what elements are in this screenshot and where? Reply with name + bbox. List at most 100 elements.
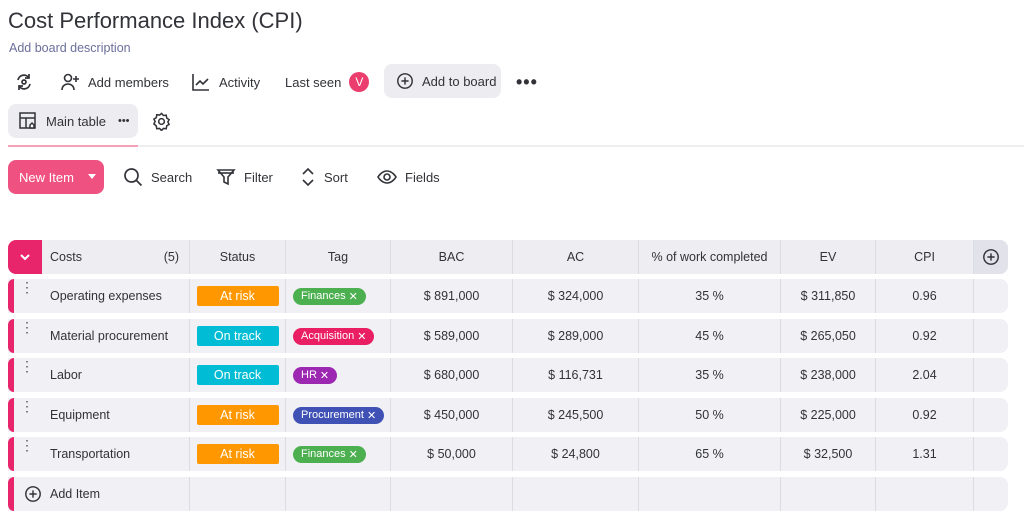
caret-down-icon[interactable]: [88, 174, 96, 183]
status-badge[interactable]: On track: [196, 326, 279, 346]
add-members-button[interactable]: Add members: [60, 68, 169, 96]
group-color-bar: [8, 477, 14, 511]
table-icon: [18, 111, 38, 131]
bac-cell[interactable]: $ 50,000: [391, 437, 513, 471]
add-to-board-button[interactable]: Add to board: [384, 64, 501, 98]
settings-icon[interactable]: [152, 112, 171, 134]
table-row[interactable]: ⋮ Equipment At risk Procurement ✕ $ 450,0…: [8, 398, 1008, 432]
cpi-cell[interactable]: 2.04: [876, 358, 974, 392]
ev-cell[interactable]: $ 32,500: [781, 437, 876, 471]
tag-chip[interactable]: HR ✕: [293, 366, 338, 384]
last-seen-label: Last seen: [285, 74, 342, 90]
filter-icon: [216, 167, 236, 187]
remove-tag-icon[interactable]: ✕: [366, 409, 377, 422]
tag-chip[interactable]: Finances ✕: [293, 445, 366, 463]
header-bac[interactable]: BAC: [391, 240, 513, 274]
cpi-cell[interactable]: 0.92: [876, 398, 974, 432]
pct-completed-cell[interactable]: 35 %: [639, 358, 781, 392]
row-menu-icon[interactable]: ⋮: [20, 398, 34, 414]
table-row[interactable]: ⋮ Transportation At risk Finances ✕ $ 50,…: [8, 437, 1008, 471]
bac-cell[interactable]: $ 680,000: [391, 358, 513, 392]
board-title[interactable]: Cost Performance Index (CPI): [8, 8, 303, 33]
item-name[interactable]: Transportation: [50, 447, 131, 461]
ac-cell[interactable]: $ 245,500: [513, 398, 639, 432]
bac-cell[interactable]: $ 891,000: [391, 279, 513, 313]
header-tag[interactable]: Tag: [286, 240, 391, 274]
fields-button[interactable]: Fields: [377, 163, 440, 191]
table-header: Costs (5) Status Tag BAC AC % of work co…: [8, 240, 1008, 274]
new-item-button[interactable]: New Item: [8, 160, 104, 194]
filter-button[interactable]: Filter: [216, 163, 273, 191]
board-description[interactable]: Add board description: [9, 41, 131, 55]
pct-completed-cell[interactable]: 35 %: [639, 279, 781, 313]
ac-cell[interactable]: $ 24,800: [513, 437, 639, 471]
sort-icon: [300, 167, 316, 187]
sort-label: Sort: [324, 169, 348, 185]
activity-button[interactable]: Activity: [191, 68, 260, 96]
cpi-cell[interactable]: 0.92: [876, 319, 974, 353]
status-badge[interactable]: At risk: [196, 444, 279, 464]
remove-tag-icon[interactable]: ✕: [348, 290, 358, 303]
pct-completed-cell[interactable]: 50 %: [639, 398, 781, 432]
remove-tag-icon[interactable]: ✕: [357, 330, 367, 343]
search-button[interactable]: Search: [123, 163, 192, 191]
row-menu-icon[interactable]: ⋮: [20, 437, 34, 453]
header-cpi[interactable]: CPI: [876, 240, 974, 274]
last-seen-button[interactable]: Last seen V: [285, 68, 370, 96]
tab-options-icon[interactable]: •••: [117, 115, 130, 127]
bac-cell[interactable]: $ 450,000: [391, 398, 513, 432]
tag-label: Procurement: [301, 409, 364, 421]
status-badge[interactable]: On track: [196, 365, 279, 385]
group-count: (5): [163, 250, 179, 264]
tag-chip[interactable]: Finances ✕: [293, 287, 366, 305]
row-menu-icon[interactable]: ⋮: [20, 319, 34, 335]
item-name[interactable]: Labor: [50, 368, 82, 382]
status-badge[interactable]: At risk: [196, 286, 279, 306]
remove-tag-icon[interactable]: ✕: [319, 369, 330, 382]
status-badge[interactable]: At risk: [196, 405, 279, 425]
row-menu-icon[interactable]: ⋮: [20, 358, 34, 374]
table-row[interactable]: ⋮ Labor On track HR ✕ $ 680,000 $ 116,731…: [8, 358, 1008, 392]
ac-cell[interactable]: $ 116,731: [513, 358, 639, 392]
plus-circle-icon: [983, 249, 999, 265]
header-ev[interactable]: EV: [781, 240, 876, 274]
eye-icon: [377, 167, 397, 187]
cpi-cell[interactable]: 0.96: [876, 279, 974, 313]
ev-cell[interactable]: $ 311,850: [781, 279, 876, 313]
group-color-bar: [8, 358, 14, 392]
sync-button[interactable]: [14, 68, 34, 96]
header-status[interactable]: Status: [190, 240, 286, 274]
header-ac[interactable]: AC: [513, 240, 639, 274]
row-menu-icon[interactable]: ⋮: [20, 279, 34, 295]
item-name[interactable]: Material procurement: [50, 329, 169, 343]
empty-cell: [974, 358, 1008, 392]
cpi-cell[interactable]: 1.31: [876, 437, 974, 471]
item-name[interactable]: Operating expenses: [50, 289, 162, 303]
pct-completed-cell[interactable]: 45 %: [639, 319, 781, 353]
filter-label: Filter: [244, 169, 273, 185]
ev-cell[interactable]: $ 238,000: [781, 358, 876, 392]
collapse-group-button[interactable]: [8, 240, 42, 274]
table-row[interactable]: ⋮ Operating expenses At risk Finances ✕ $…: [8, 279, 1008, 313]
tab-main-table[interactable]: Main table •••: [8, 104, 138, 138]
ac-cell[interactable]: $ 289,000: [513, 319, 639, 353]
remove-tag-icon[interactable]: ✕: [348, 448, 358, 461]
item-name[interactable]: Equipment: [50, 408, 110, 422]
tag-chip[interactable]: Acquisition ✕: [293, 327, 375, 345]
ev-cell[interactable]: $ 265,050: [781, 319, 876, 353]
more-icon[interactable]: •••: [516, 71, 538, 92]
main-table-label: Main table: [46, 113, 106, 129]
active-tab-indicator: [8, 145, 138, 147]
ac-cell[interactable]: $ 324,000: [513, 279, 639, 313]
header-pct-completed[interactable]: % of work completed: [639, 240, 781, 274]
add-column-button[interactable]: [974, 240, 1008, 274]
group-color-bar: [8, 398, 14, 432]
group-name[interactable]: Costs: [50, 250, 82, 264]
ev-cell[interactable]: $ 225,000: [781, 398, 876, 432]
sort-button[interactable]: Sort: [300, 163, 348, 191]
add-item-row[interactable]: Add Item: [8, 477, 1008, 511]
pct-completed-cell[interactable]: 65 %: [639, 437, 781, 471]
tag-chip[interactable]: Procurement ✕: [293, 406, 385, 424]
table-row[interactable]: ⋮ Material procurement On track Acquisit…: [8, 319, 1008, 353]
bac-cell[interactable]: $ 589,000: [391, 319, 513, 353]
